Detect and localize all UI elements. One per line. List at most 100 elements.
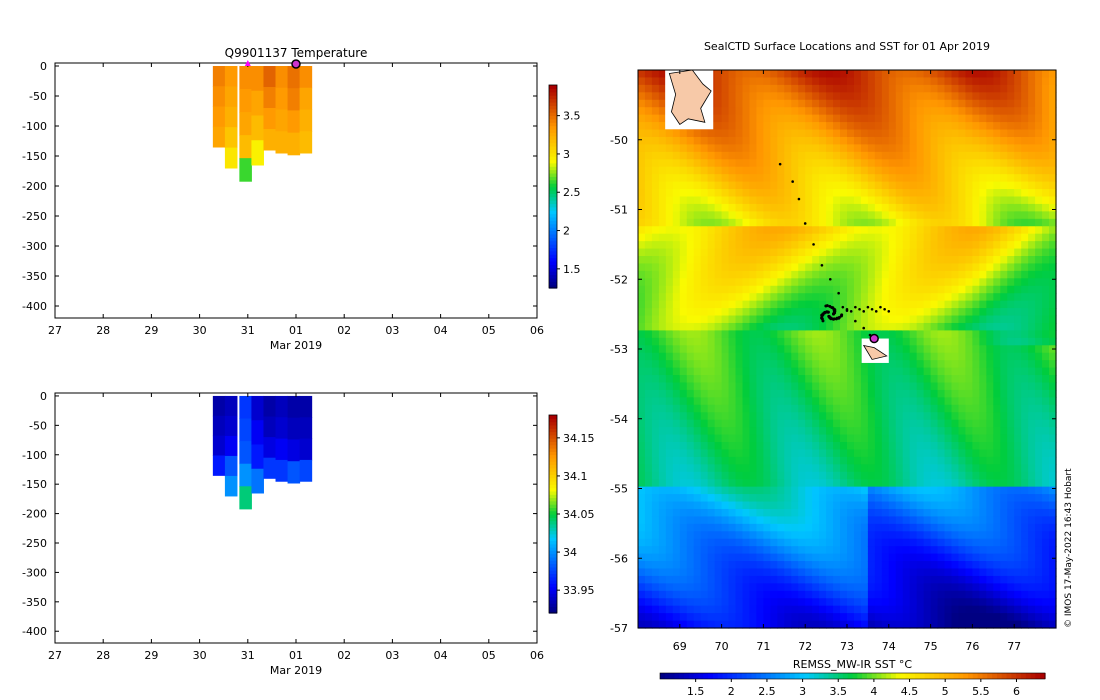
sst-cell [756,613,764,622]
sst-cell [1000,352,1008,361]
sst-cell [735,144,744,153]
sst-cell [651,464,660,473]
kerguelen-island [668,69,712,125]
sst-cell [686,442,695,451]
sst-cell [784,553,792,562]
sst-cell [930,181,939,190]
sst-cell [1035,211,1043,220]
sst-cell [951,189,960,198]
sst-cell [658,114,667,123]
sst-cell [658,293,667,302]
sst-cell [805,315,813,324]
sst-cell [847,322,855,331]
sst-cell [847,256,855,265]
sst-cell [923,248,932,257]
sst-cell [867,449,876,458]
sst-cell [965,196,973,205]
sst-cell [986,330,994,339]
sst-cell [895,308,904,317]
colorbar-segment [549,504,557,508]
sst-cell [665,523,674,532]
sst-cell [777,538,785,547]
sst-cell [721,449,730,458]
sst-cell [1014,151,1022,160]
sst-cell [1028,553,1036,562]
sst-cell [860,84,869,93]
sst-cell [951,196,960,205]
sst-cell [902,508,911,517]
sst-cell [916,337,925,346]
sst-cell [721,270,730,279]
sst-cell [993,352,1001,361]
sst-cell [819,144,827,153]
sst-cell [986,129,994,138]
sst-cell [853,189,862,198]
sst-cell [784,427,792,436]
sst-cell [951,561,960,570]
sst-cell [853,508,862,517]
sst-cell [972,553,980,562]
sst-cell [853,456,862,465]
sst-cell [840,278,848,287]
sst-cell [1049,360,1057,369]
sst-cell [658,575,667,584]
sst-cell [888,508,897,517]
data-cell [239,486,252,510]
sst-cell [721,412,730,421]
sst-cell [798,166,806,175]
sst-cell [951,203,960,212]
sst-cell [930,166,939,175]
sst-cell [665,412,674,421]
sst-cell [749,330,758,339]
sst-cell [714,345,723,354]
sst-cell [784,203,792,212]
sst-cell [644,114,653,123]
sst-cell [742,397,751,406]
sst-cell [895,382,904,391]
sst-cell [923,337,932,346]
sst-cell [847,449,855,458]
sst-cell [833,270,841,279]
sst-cell [888,531,897,540]
sst-cell [993,122,1001,131]
sst-cell [784,367,792,376]
sst-cell [756,107,764,116]
sst-cell [958,508,967,517]
sst-cell [638,442,646,451]
data-cell [239,418,252,442]
sst-cell [1049,322,1057,331]
sst-cell [909,367,918,376]
sst-cell [958,285,967,294]
sst-cell [874,456,883,465]
sst-cell [638,70,646,79]
sst-cell [1014,114,1022,123]
sst-cell [784,561,792,570]
sst-cell [651,337,660,346]
sst-cell [749,218,758,227]
sst-cell [853,516,862,525]
colorbar-segment [549,88,557,93]
sst-cell [805,77,813,86]
sst-cell [707,248,716,257]
sst-cell [700,181,709,190]
sst-cell [777,360,785,369]
sst-cell [853,270,862,279]
colorbar-segment [549,580,557,584]
sst-cell [972,598,980,607]
sst-cell [714,122,723,131]
sst-cell [679,442,688,451]
sst-cell [847,144,855,153]
sst-cell [819,486,827,495]
sst-cell [638,568,646,577]
sst-cell [965,263,973,272]
sst-cell [658,211,667,220]
sst-cell [777,434,785,443]
sst-cell [958,367,967,376]
sst-cell [728,166,737,175]
sst-cell [909,189,918,198]
sst-cell [951,352,960,361]
sst-cell [916,583,925,592]
sst-cell [909,494,918,503]
sst-cell [867,389,876,398]
sst-cell [735,575,744,584]
